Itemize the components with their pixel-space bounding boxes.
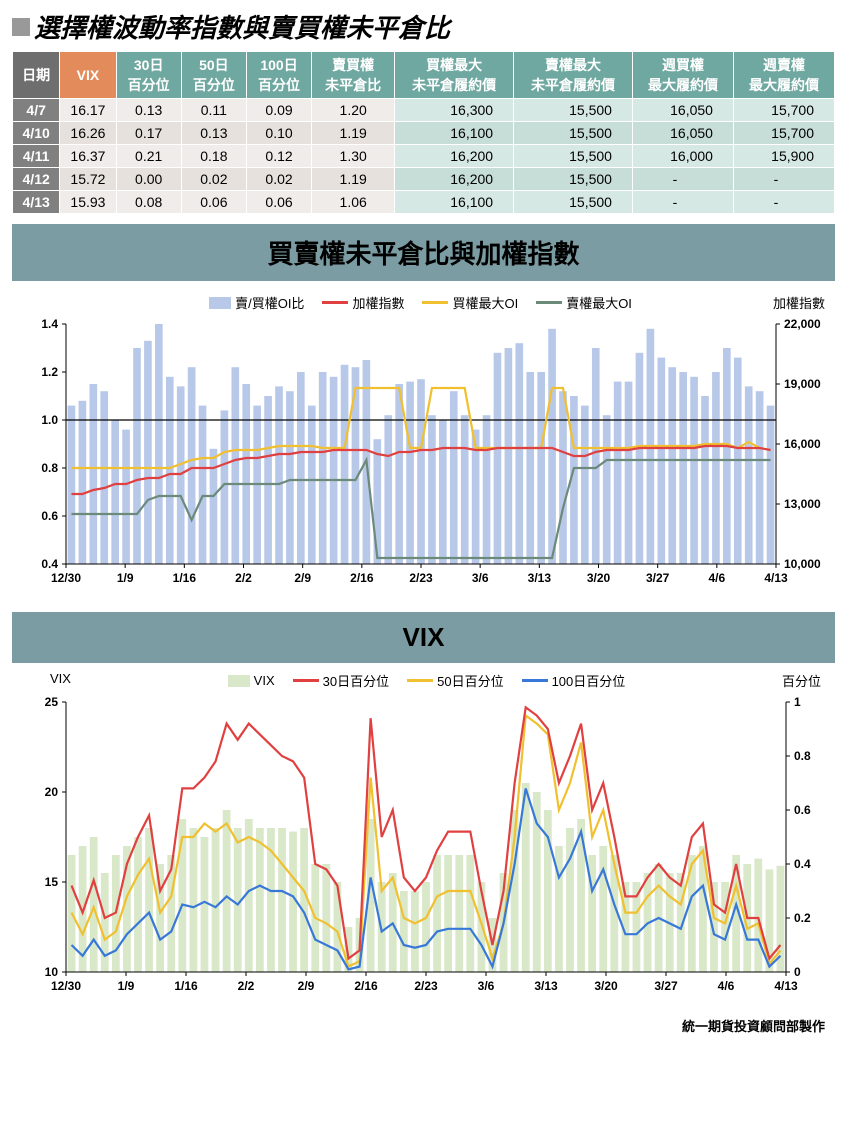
svg-text:22,000: 22,000 <box>784 317 821 331</box>
svg-text:2/2: 2/2 <box>238 979 255 993</box>
table-row: 4/1016.260.170.130.101.1916,10015,50016,… <box>13 122 835 145</box>
hdr-callmax: 買權最大未平倉履約價 <box>395 52 514 99</box>
footer: 統一期貨投資顧問部製作 <box>12 1016 835 1035</box>
table-row: 4/1215.720.000.020.021.1916,20015,500-- <box>13 168 835 191</box>
hdr-p50: 50日百分位 <box>181 52 246 99</box>
svg-text:3/6: 3/6 <box>472 571 489 585</box>
page-title-bar: 選擇權波動率指數與賣買權未平倉比 <box>12 8 835 45</box>
svg-text:3/13: 3/13 <box>528 571 552 585</box>
svg-text:1/16: 1/16 <box>173 571 197 585</box>
table-row: 4/1315.930.080.060.061.0616,10015,500-- <box>13 191 835 214</box>
svg-text:0: 0 <box>794 965 801 979</box>
svg-text:12/30: 12/30 <box>51 979 81 993</box>
svg-text:2/23: 2/23 <box>414 979 438 993</box>
hdr-p100: 100日百分位 <box>246 52 311 99</box>
table-row: 4/716.170.130.110.091.2016,30015,50016,0… <box>13 99 835 122</box>
svg-text:15: 15 <box>45 875 59 889</box>
lg-bar: 賣/買權OI比 <box>235 293 304 312</box>
svg-text:4/6: 4/6 <box>718 979 735 993</box>
chart2-legend: VIX 30日百分位 50日百分位 100日百分位 <box>228 671 626 690</box>
svg-text:2/2: 2/2 <box>235 571 252 585</box>
svg-text:1.0: 1.0 <box>41 413 58 427</box>
svg-text:25: 25 <box>45 695 59 709</box>
svg-text:1.4: 1.4 <box>41 317 58 331</box>
svg-text:0.4: 0.4 <box>794 857 811 871</box>
chart1-svg: 0.4 0.6 0.8 1.0 1.2 1.4 10,000 13,000 16,000 19,0… <box>16 314 836 594</box>
chart2-left-label: VIX <box>50 671 71 690</box>
svg-text:4/13: 4/13 <box>774 979 798 993</box>
svg-text:1/9: 1/9 <box>117 571 134 585</box>
title-tag-icon <box>12 18 30 36</box>
hdr-wcall: 週買權最大履約價 <box>632 52 733 99</box>
svg-text:2/23: 2/23 <box>409 571 433 585</box>
hdr-wput: 週賣權最大履約價 <box>733 52 834 99</box>
svg-text:2/9: 2/9 <box>298 979 315 993</box>
data-table: 日期 VIX 30日百分位 50日百分位 100日百分位 賣買權未平倉比 買權最… <box>12 51 835 214</box>
svg-text:2/16: 2/16 <box>354 979 378 993</box>
lg-yellow: 50日百分位 <box>437 671 503 690</box>
lg-bar: VIX <box>254 673 275 688</box>
chart1-title: 買賣權未平倉比與加權指數 <box>12 224 835 281</box>
svg-text:2/9: 2/9 <box>294 571 311 585</box>
svg-text:20: 20 <box>45 785 59 799</box>
hdr-putmax: 賣權最大未平倉履約價 <box>514 52 633 99</box>
svg-text:0.8: 0.8 <box>794 749 811 763</box>
chart1-right-axis-label: 加權指數 <box>650 293 831 312</box>
svg-text:16,000: 16,000 <box>784 437 821 451</box>
hdr-vix: VIX <box>60 52 116 99</box>
svg-text:12/30: 12/30 <box>51 571 81 585</box>
svg-text:4/13: 4/13 <box>764 571 788 585</box>
svg-text:0.6: 0.6 <box>41 509 58 523</box>
svg-text:0.8: 0.8 <box>41 461 58 475</box>
table-header-row: 日期 VIX 30日百分位 50日百分位 100日百分位 賣買權未平倉比 買權最… <box>13 52 835 99</box>
svg-text:3/27: 3/27 <box>654 979 678 993</box>
lg-red: 30日百分位 <box>323 671 389 690</box>
svg-text:1.2: 1.2 <box>41 365 58 379</box>
svg-text:19,000: 19,000 <box>784 377 821 391</box>
svg-text:4/6: 4/6 <box>708 571 725 585</box>
svg-text:10,000: 10,000 <box>784 557 821 571</box>
chart2-svg: 10 15 20 25 0 0.2 0.4 0.6 0.8 1 12/30 1/9 1/16 2/2 2/9… <box>16 692 836 1002</box>
chart1-box: 賣/買權OI比 加權指數 買權最大OI 賣權最大OI 加權指數 0.40.60.… <box>12 281 835 602</box>
svg-text:2/16: 2/16 <box>350 571 374 585</box>
lg-blue: 100日百分位 <box>552 671 626 690</box>
table-row: 4/1116.370.210.180.121.3016,20015,50016,… <box>13 145 835 168</box>
svg-text:1/9: 1/9 <box>118 979 135 993</box>
svg-text:0.6: 0.6 <box>794 803 811 817</box>
svg-text:1/16: 1/16 <box>174 979 198 993</box>
chart2-box: VIX VIX 30日百分位 50日百分位 100日百分位 百分位 101520… <box>12 663 835 1010</box>
svg-text:3/20: 3/20 <box>587 571 611 585</box>
chart1-legend: 賣/買權OI比 加權指數 買權最大OI 賣權最大OI 加權指數 <box>16 293 831 312</box>
svg-text:3/13: 3/13 <box>534 979 558 993</box>
lg-green: 賣權最大OI <box>566 293 632 312</box>
svg-text:3/6: 3/6 <box>478 979 495 993</box>
chart2-right-label: 百分位 <box>782 671 821 690</box>
svg-text:0.2: 0.2 <box>794 911 811 925</box>
svg-text:1: 1 <box>794 695 801 709</box>
lg-yellow: 買權最大OI <box>452 293 518 312</box>
hdr-date: 日期 <box>13 52 60 99</box>
svg-text:0.4: 0.4 <box>41 557 58 571</box>
svg-text:13,000: 13,000 <box>784 497 821 511</box>
chart2-title: VIX <box>12 612 835 663</box>
svg-text:3/27: 3/27 <box>646 571 670 585</box>
svg-text:10: 10 <box>45 965 59 979</box>
page-title: 選擇權波動率指數與賣買權未平倉比 <box>34 8 450 45</box>
lg-red: 加權指數 <box>352 293 404 312</box>
svg-text:3/20: 3/20 <box>594 979 618 993</box>
hdr-pc: 賣買權未平倉比 <box>312 52 395 99</box>
hdr-p30: 30日百分位 <box>116 52 181 99</box>
